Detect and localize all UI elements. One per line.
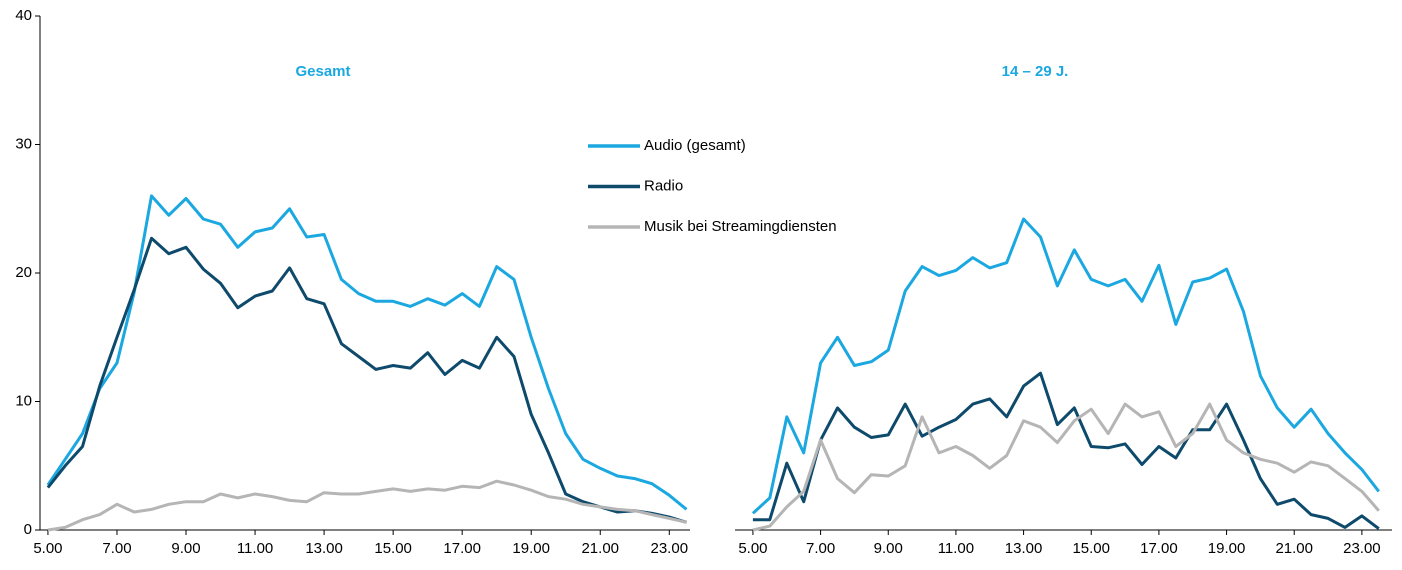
- line-series: [751, 217, 1380, 515]
- legend-label: Audio (gesamt): [644, 137, 746, 154]
- y-tick-label: 0: [24, 521, 32, 538]
- x-tick-label: 19.00: [512, 540, 550, 557]
- x-tick-label: 9.00: [171, 540, 200, 557]
- x-tick-label: 19.00: [1208, 540, 1246, 557]
- panel-title: Gesamt: [295, 63, 350, 80]
- line-series: [47, 479, 687, 532]
- x-tick-label: 17.00: [1140, 540, 1178, 557]
- x-tick-label: 15.00: [374, 540, 412, 557]
- line-series: [46, 194, 688, 511]
- x-tick-label: 9.00: [874, 540, 903, 557]
- line-series: [752, 402, 1380, 532]
- y-tick-label: 40: [15, 7, 32, 24]
- x-tick-label: 13.00: [305, 540, 343, 557]
- x-tick-label: 15.00: [1072, 540, 1110, 557]
- x-tick-label: 17.00: [443, 540, 481, 557]
- y-tick-label: 10: [15, 392, 32, 409]
- x-tick-label: 5.00: [33, 540, 62, 557]
- x-tick-label: 11.00: [938, 540, 974, 557]
- legend-label: Radio: [644, 177, 683, 194]
- line-series: [752, 371, 1380, 530]
- line-series: [46, 236, 687, 524]
- x-tick-label: 23.00: [1343, 540, 1381, 557]
- legend-label: Musik bei Streamingdiensten: [644, 218, 837, 235]
- x-tick-label: 13.00: [1005, 540, 1043, 557]
- x-tick-label: 21.00: [1275, 540, 1313, 557]
- y-tick-label: 30: [15, 135, 32, 152]
- x-tick-label: 5.00: [738, 540, 767, 557]
- y-tick-label: 20: [15, 264, 32, 281]
- x-tick-label: 11.00: [237, 540, 273, 557]
- x-tick-label: 7.00: [806, 540, 835, 557]
- x-tick-label: 21.00: [581, 540, 619, 557]
- panel-title: 14 – 29 J.: [1002, 63, 1069, 80]
- x-tick-label: 23.00: [651, 540, 689, 557]
- x-tick-label: 7.00: [102, 540, 131, 557]
